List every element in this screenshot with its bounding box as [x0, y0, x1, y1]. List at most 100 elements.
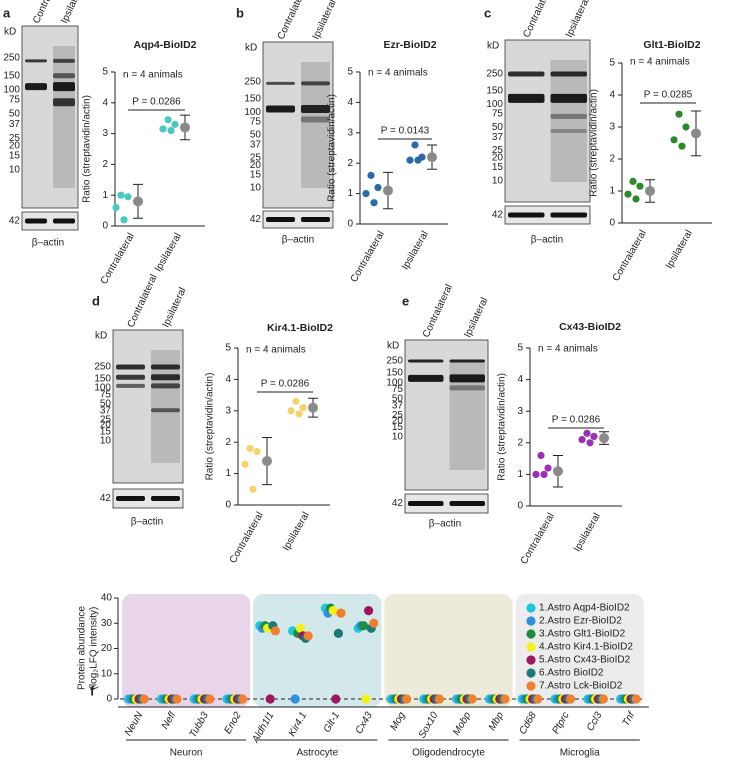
data-point	[369, 618, 379, 628]
x-tick-label: Mbp	[487, 710, 506, 733]
kd-marker: 50	[492, 122, 504, 133]
blot-band	[25, 59, 47, 63]
smear	[550, 60, 587, 182]
x-tick-label: Ipsilateral	[572, 511, 603, 554]
actin-band	[508, 212, 545, 218]
kd-marker: 25	[100, 415, 112, 426]
group-background	[384, 594, 513, 707]
kd-marker: 150	[486, 86, 503, 97]
kd-marker: 10	[100, 436, 112, 447]
loading-marker: 42	[492, 210, 504, 221]
data-point	[290, 694, 300, 704]
actin-band	[408, 501, 444, 506]
legend-label: 3.Astro Glt1-BioID2	[539, 629, 626, 640]
group-background	[122, 594, 251, 707]
data-point	[367, 171, 375, 179]
kd-marker: 75	[250, 116, 262, 127]
y-tick-label: 10	[101, 668, 113, 679]
x-tick-label: Mog	[388, 710, 407, 733]
kd-marker: 10	[9, 165, 21, 176]
x-tick-label: Eno2	[222, 710, 243, 736]
y-tick-label: 4	[102, 97, 108, 108]
lane-label: Contralateral	[421, 283, 455, 340]
data-point	[598, 694, 609, 704]
y-axis-label: Protein abundance	[77, 606, 88, 690]
actin-band	[116, 496, 145, 501]
mean-marker	[599, 433, 609, 444]
data-point	[406, 156, 414, 164]
lane-label: Ipsilateral	[564, 0, 592, 39]
x-tick-label: Contralateral	[228, 510, 266, 565]
legend-label: 7.Astro Lck-BioID2	[539, 681, 623, 692]
legend-label: 4.Astro Kir4.1-BioID2	[539, 642, 633, 653]
kd-marker: 10	[492, 176, 504, 187]
panel-letter: e	[402, 293, 409, 308]
blot-band	[508, 93, 545, 103]
actin-blot	[262, 210, 334, 229]
kd-marker: 100	[94, 383, 111, 394]
actin-band	[449, 501, 485, 506]
y-axis-label: (log₂LFQ intensity)	[89, 607, 100, 690]
y-tick-label: 20	[101, 643, 113, 654]
x-tick-label: Kir4.1	[287, 710, 310, 738]
blot-band	[151, 383, 180, 389]
legend-swatch	[526, 681, 536, 691]
blot-band	[550, 113, 587, 119]
legend-swatch	[526, 629, 536, 639]
data-point	[414, 156, 422, 164]
data-point	[632, 195, 640, 203]
loading-label: β–actin	[32, 238, 64, 249]
x-tick-label: Sox10	[417, 710, 441, 740]
legend-label: 5.Astro Cx43-BioID2	[539, 655, 631, 666]
kd-marker: 100	[386, 377, 403, 388]
data-point	[171, 120, 179, 128]
y-tick-label: 0	[609, 218, 615, 229]
x-tick-label: Nefl	[160, 710, 179, 732]
mean-marker	[133, 196, 143, 207]
panel-letter: f	[90, 683, 95, 698]
actin-band	[266, 217, 295, 222]
smear	[301, 62, 330, 188]
y-tick-label: 0	[517, 501, 523, 512]
legend-swatch	[526, 616, 536, 626]
data-point	[241, 460, 249, 468]
y-tick-label: 1	[517, 469, 523, 480]
data-point	[678, 142, 686, 150]
y-tick-label: 5	[517, 343, 523, 354]
kd-marker: 15	[100, 426, 112, 437]
kd-marker: 20	[492, 153, 504, 164]
data-point	[566, 694, 576, 704]
x-tick-label: Contralateral	[99, 231, 137, 286]
data-point	[358, 621, 368, 631]
data-point	[299, 404, 307, 412]
blot-band	[53, 73, 75, 79]
actin-blot	[504, 205, 591, 225]
group-label: Microglia	[560, 748, 600, 759]
blot-band	[301, 116, 330, 123]
data-point	[586, 439, 594, 447]
kd-marker: 75	[100, 389, 112, 400]
blot-band	[25, 83, 47, 91]
data-point	[533, 694, 543, 704]
kd-marker: 37	[100, 406, 112, 417]
y-tick-label: 4	[517, 374, 523, 385]
data-point	[172, 694, 182, 704]
note: n = 4 animals	[123, 70, 183, 81]
blot-band	[266, 81, 295, 85]
data-point	[682, 123, 690, 131]
kd-marker: 150	[3, 70, 20, 81]
mean-marker	[645, 186, 655, 196]
blot-band	[301, 81, 330, 86]
actin-band	[53, 218, 75, 224]
mean-marker	[308, 402, 318, 413]
data-point	[540, 470, 548, 478]
kd-label: kD	[387, 341, 399, 352]
actin-band	[25, 218, 47, 224]
kd-marker: 150	[386, 368, 403, 379]
data-point	[578, 436, 586, 444]
y-tick-label: 2	[609, 154, 615, 165]
group-background	[515, 594, 644, 707]
lane-label: Ipsilateral	[311, 0, 339, 41]
y-tick-label: 3	[225, 405, 231, 416]
